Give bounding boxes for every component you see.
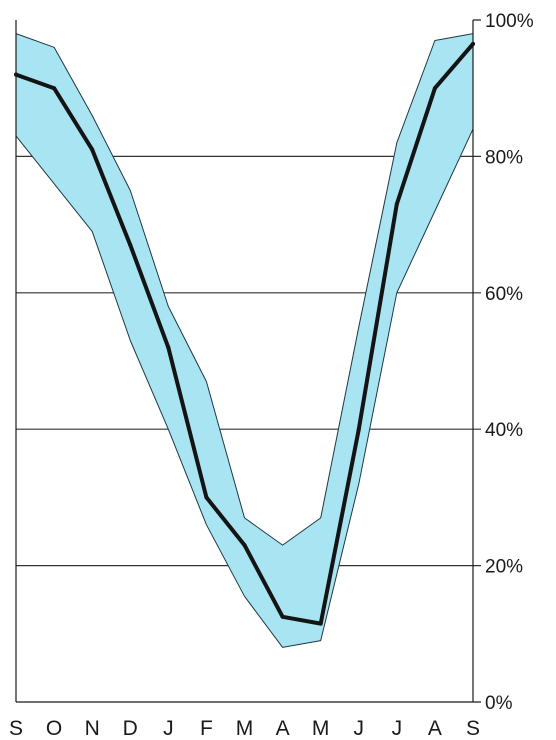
- y-tick-label-80: 80%: [485, 147, 523, 168]
- data-point-4: [166, 345, 171, 350]
- data-point-3: [128, 243, 133, 248]
- y-tick-label-60: 60%: [485, 284, 523, 305]
- x-tick-label-0: S: [9, 717, 23, 740]
- data-point-5: [204, 495, 209, 500]
- y-tick-label-100: 100%: [485, 11, 534, 32]
- data-point-9: [356, 427, 361, 432]
- x-tick-label-9: J: [354, 717, 365, 740]
- x-tick-label-3: D: [123, 717, 138, 740]
- x-tick-label-5: F: [200, 717, 213, 740]
- range-band: [15, 33, 474, 648]
- data-point-6: [242, 543, 247, 548]
- x-tick-label-8: M: [312, 717, 330, 740]
- x-tick-label-1: O: [46, 717, 62, 740]
- data-point-1: [52, 86, 57, 91]
- y-tick-label-20: 20%: [485, 557, 523, 578]
- axes: [15, 19, 481, 703]
- x-tick-label-6: M: [236, 717, 254, 740]
- x-tick-label-4: J: [163, 717, 174, 740]
- x-tick-label-2: N: [85, 717, 100, 740]
- x-tick-label-7: A: [276, 717, 290, 740]
- y-tick-label-40: 40%: [485, 420, 523, 441]
- y-tick-labels: 0% 20% 40% 60% 80% 100%: [485, 11, 534, 714]
- data-point-8: [318, 621, 323, 626]
- x-tick-label-10: J: [392, 717, 403, 740]
- data-point-2: [90, 147, 95, 152]
- y-tick-label-0: 0%: [485, 693, 513, 714]
- data-point-11: [432, 86, 437, 91]
- x-tick-label-12: S: [466, 717, 480, 740]
- data-point-10: [394, 202, 399, 207]
- data-point-7: [280, 614, 285, 619]
- x-tick-label-11: A: [428, 717, 442, 740]
